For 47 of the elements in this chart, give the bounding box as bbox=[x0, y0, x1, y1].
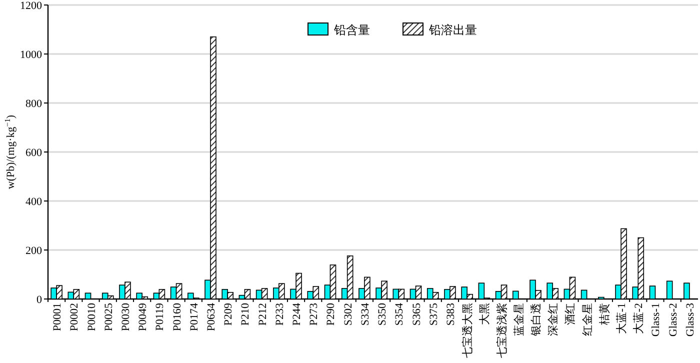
x-tick-label: 蓝金星 bbox=[512, 303, 526, 336]
x-tick-label: P0174 bbox=[188, 302, 200, 332]
legend-label: 铅溶出量 bbox=[428, 23, 477, 37]
y-tick-label: 800 bbox=[26, 98, 42, 110]
x-tick-label: 桔黄 bbox=[598, 303, 611, 326]
x-tick-label: P0160 bbox=[171, 302, 184, 332]
x-tick-label: P0634 bbox=[206, 302, 218, 332]
y-tick-label: 600 bbox=[26, 147, 42, 159]
x-tick-label: S365 bbox=[410, 302, 423, 326]
y-tick-label: 400 bbox=[26, 196, 42, 208]
x-tick-label: P0025 bbox=[102, 302, 115, 332]
x-tick-label: P0001 bbox=[52, 303, 64, 332]
x-tick-label: S375 bbox=[428, 302, 440, 326]
x-tick-label: 大蓝-1 bbox=[615, 303, 628, 334]
legend-label: 铅含量 bbox=[333, 23, 370, 37]
x-tick-label: P0002 bbox=[68, 303, 81, 332]
x-tick-label: 红金星 bbox=[582, 303, 594, 336]
x-tick-label: S354 bbox=[394, 302, 406, 326]
x-tick-label: P0010 bbox=[86, 302, 98, 332]
x-tick-label: 酒红 bbox=[564, 303, 577, 325]
x-tick-label: P210 bbox=[240, 302, 252, 326]
y-tick-label: 200 bbox=[26, 245, 42, 257]
x-tick-label: P233 bbox=[274, 302, 286, 326]
x-tick-label: P0030 bbox=[120, 302, 132, 332]
x-tick-label: 大黑 bbox=[478, 303, 492, 325]
x-tick-label: 七宝透浅紫 bbox=[495, 303, 508, 358]
x-tick-label: S334 bbox=[359, 302, 372, 326]
x-tick-label: S350 bbox=[376, 302, 389, 326]
x-tick-label: S302 bbox=[342, 303, 354, 326]
x-tick-label: P0049 bbox=[137, 302, 150, 332]
x-tick-label: 七宝透大黑 bbox=[461, 303, 474, 358]
x-tick-label: 深金红 bbox=[548, 303, 560, 336]
x-tick-label: P273 bbox=[308, 302, 320, 326]
x-tick-label: Glass-1 bbox=[650, 303, 662, 337]
x-tick-label: 银白透 bbox=[530, 303, 542, 337]
x-tick-label: P290 bbox=[325, 302, 338, 326]
x-tick-label: P212 bbox=[256, 303, 269, 326]
x-tick-label: P244 bbox=[291, 302, 304, 326]
y-tick-label: 1200 bbox=[20, 0, 42, 12]
x-tick-label: S383 bbox=[444, 302, 457, 326]
x-tick-label: Glass-3 bbox=[684, 302, 696, 337]
x-tick-label: Glass-2 bbox=[667, 303, 680, 337]
x-tick-label: P0119 bbox=[154, 302, 166, 331]
y-tick-label: 1000 bbox=[20, 49, 42, 61]
x-tick-label: 大蓝-2 bbox=[632, 303, 646, 334]
x-tick-label: P209 bbox=[222, 302, 235, 326]
y-tick-label: 0 bbox=[36, 294, 42, 306]
